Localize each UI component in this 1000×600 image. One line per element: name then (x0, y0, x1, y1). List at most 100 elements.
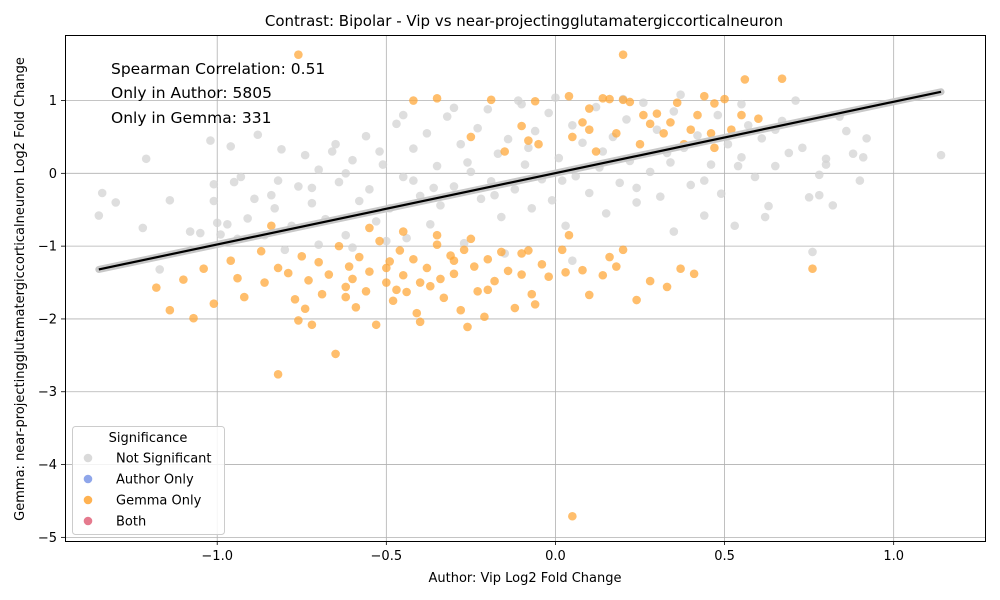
gemma-only-point (382, 263, 391, 273)
not-significant-point (185, 227, 195, 236)
not-significant-point (686, 180, 696, 190)
not-significant-point (530, 126, 540, 136)
gemma-only-point (635, 139, 645, 149)
gemma-only-point (534, 139, 543, 149)
gemma-only-point (777, 74, 787, 83)
not-significant-point (676, 90, 685, 100)
legend-marker-not-significant (83, 453, 93, 463)
not-significant-point (666, 158, 675, 167)
not-significant-point (568, 256, 577, 265)
y-tick-label: −4 (38, 458, 57, 473)
not-significant-point (398, 110, 408, 120)
not-significant-point (267, 190, 276, 200)
not-significant-point (253, 130, 263, 140)
gemma-only-point (375, 236, 384, 246)
not-significant-point (314, 240, 323, 249)
not-significant-point (547, 195, 557, 205)
not-significant-point (639, 98, 648, 108)
not-significant-point (632, 198, 641, 207)
not-significant-point (223, 219, 232, 229)
gemma-only-point (344, 262, 354, 271)
gemma-only-point (432, 240, 442, 249)
gemma-only-point (706, 128, 716, 138)
not-significant-point (645, 167, 655, 177)
not-significant-point (365, 185, 374, 194)
not-significant-point (493, 149, 503, 158)
gemma-only-point (314, 257, 323, 267)
not-significant-point (568, 120, 577, 130)
not-significant-point (195, 228, 205, 238)
not-significant-point (821, 154, 831, 164)
gemma-only-point (527, 289, 537, 299)
gemma-only-point (365, 223, 374, 233)
gemma-only-point (351, 302, 361, 312)
not-significant-point (808, 247, 817, 257)
gemma-only-point (317, 289, 327, 299)
gemma-only-point (466, 132, 476, 142)
not-significant-point (784, 148, 794, 158)
gemma-only-point (666, 118, 675, 127)
gemma-only-point (686, 125, 696, 134)
not-significant-point (94, 211, 104, 220)
gemma-only-point (605, 252, 614, 262)
gemma-only-point (564, 91, 574, 101)
not-significant-point (733, 161, 743, 171)
legend-label-author-only: Author Only (116, 473, 194, 488)
plot-frame (65, 35, 986, 542)
gemma-only-point (500, 147, 510, 156)
gemma-only-point (395, 246, 405, 255)
gemma-only-point (497, 247, 506, 257)
gemma-only-point (402, 287, 411, 297)
not-significant-point (757, 134, 767, 143)
gemma-only-point (652, 109, 662, 118)
not-significant-point (209, 196, 219, 206)
gemma-only-point (371, 320, 381, 330)
gemma-only-point (189, 313, 198, 323)
not-significant-point (591, 102, 601, 112)
not-significant-point (392, 119, 401, 129)
gemma-only-point (209, 299, 219, 308)
gemma-only-point (727, 125, 736, 134)
not-significant-point (828, 201, 838, 210)
gemma-only-point (233, 273, 242, 283)
gemma-only-point (415, 317, 425, 327)
legend-title: Significance (109, 431, 188, 446)
gemma-only-point (530, 300, 540, 309)
not-significant-point (97, 188, 107, 198)
gemma-only-point (578, 118, 587, 127)
x-axis-label: Author: Vip Log2 Fold Change (428, 571, 621, 586)
gemma-only-point (415, 278, 425, 287)
not-significant-point (348, 155, 357, 165)
not-significant-point (557, 176, 567, 185)
not-significant-point (669, 227, 679, 236)
not-significant-point (155, 265, 165, 274)
gemma-only-point (179, 275, 188, 284)
gemma-only-point (297, 252, 307, 261)
not-significant-point (578, 138, 587, 148)
gemma-only-point (480, 312, 489, 322)
not-significant-point (409, 176, 418, 185)
chart-title: Contrast: Bipolar - Vip vs near-projecti… (265, 12, 783, 30)
not-significant-point (398, 172, 408, 182)
gemma-only-point (564, 230, 574, 240)
not-significant-point (432, 161, 442, 171)
gemma-only-point (449, 256, 459, 265)
not-significant-point (243, 214, 252, 223)
not-significant-point (361, 131, 371, 141)
gemma-only-point (490, 276, 499, 286)
gemma-only-point (466, 234, 476, 244)
gemma-only-point (324, 270, 334, 279)
not-significant-point (280, 245, 290, 255)
legend: Significance Not Significant Author Only G… (72, 426, 225, 535)
y-tick-label: −2 (38, 312, 57, 327)
not-significant-point (456, 139, 466, 149)
not-significant-point (429, 183, 438, 193)
not-significant-point (341, 169, 351, 178)
gemma-only-point (699, 91, 709, 101)
not-significant-point (737, 153, 746, 162)
not-significant-point (764, 201, 773, 211)
gemma-only-point (517, 270, 526, 279)
y-tick-label: 0 (49, 167, 57, 182)
not-significant-point (561, 221, 570, 231)
gemma-only-point (693, 110, 702, 120)
